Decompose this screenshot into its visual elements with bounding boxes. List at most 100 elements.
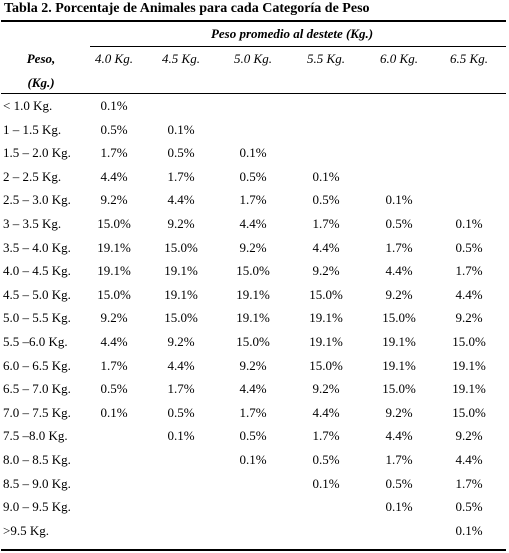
- row-label: 8.0 – 8.5 Kg.: [3, 452, 71, 467]
- row-label: 9.0 – 9.5 Kg.: [3, 499, 71, 515]
- table-cell: 15.0%: [236, 334, 270, 349]
- table-cell: 9.2%: [239, 357, 267, 373]
- row-label: 2.5 – 3.0 Kg.: [3, 192, 71, 208]
- table-cell: 0.1%: [100, 98, 128, 113]
- table-cell: 15.0%: [97, 286, 131, 302]
- table-row: 6.0 – 6.5 Kg. 1.7% 4.4% 9.2% 15.0% 19.1% 19.1%: [0, 355, 509, 379]
- table-cell: 0.1%: [239, 145, 267, 161]
- table-cell: 0.1%: [385, 192, 413, 208]
- table-cell: 0.1%: [167, 121, 195, 137]
- table-cell: 0.5%: [239, 428, 267, 444]
- table-cell: 0.1%: [455, 522, 483, 538]
- table-cell: 1.7%: [239, 192, 267, 208]
- table-cell: 0.1%: [239, 452, 267, 467]
- row-label: 3 – 3.5 Kg.: [3, 216, 62, 231]
- bottom-rule: [1, 549, 506, 551]
- table-cell: 0.5%: [100, 121, 128, 137]
- table-cell: 1.7%: [455, 475, 483, 491]
- column-header: 5.0 Kg.: [234, 51, 272, 66]
- table-cell: 9.2%: [239, 239, 267, 255]
- table-cell: 1.7%: [385, 452, 413, 467]
- table-cell: 1.7%: [312, 216, 340, 231]
- table-cell: 9.2%: [385, 404, 413, 420]
- table-cell: 4.4%: [100, 168, 128, 184]
- table-cell: 9.2%: [385, 286, 413, 302]
- row-label: 6.0 – 6.5 Kg.: [3, 357, 71, 373]
- row-label: 4.5 – 5.0 Kg.: [3, 286, 71, 302]
- table-cell: 4.4%: [385, 428, 413, 444]
- table-cell: 0.5%: [385, 475, 413, 491]
- table-cell: 15.0%: [452, 334, 486, 349]
- table-row: 2 – 2.5 Kg. 4.4% 1.7% 0.5% 0.1%: [0, 166, 509, 190]
- table-cell: 0.1%: [455, 216, 483, 231]
- table-cell: 0.5%: [385, 216, 413, 231]
- row-label: 7.5 –8.0 Kg.: [3, 428, 68, 444]
- table-cell: 4.4%: [312, 239, 340, 255]
- table-row: 9.0 – 9.5 Kg. 0.1% 0.5%: [0, 496, 509, 520]
- row-label: 1 – 1.5 Kg.: [3, 121, 62, 137]
- table-row: 6.5 – 7.0 Kg. 0.5% 1.7% 4.4% 9.2% 15.0% 19.1%: [0, 378, 509, 402]
- table-cell: 1.7%: [239, 404, 267, 420]
- table-cell: 0.5%: [100, 381, 128, 397]
- table-cell: 19.1%: [164, 286, 198, 302]
- table-cell: 19.1%: [452, 381, 486, 397]
- table-cell: 15.0%: [382, 310, 416, 326]
- table-row: 4.0 – 4.5 Kg. 19.1% 19.1% 15.0% 9.2% 4.4% 1.7%: [0, 260, 509, 284]
- table-cell: 19.1%: [236, 286, 270, 302]
- row-label: 7.0 – 7.5 Kg.: [3, 404, 71, 420]
- row-label: 5.5 –6.0 Kg.: [3, 334, 68, 349]
- column-header: 5.5 Kg.: [307, 51, 345, 66]
- table-cell: 0.5%: [167, 404, 195, 420]
- table-row: 8.0 – 8.5 Kg. 0.1% 0.5% 1.7% 4.4%: [0, 449, 509, 473]
- table-row: >9.5 Kg. 0.1%: [0, 520, 509, 544]
- table-cell: 15.0%: [309, 286, 343, 302]
- table-cell: 19.1%: [236, 310, 270, 326]
- table-cell: 1.7%: [100, 145, 128, 161]
- table-cell: 9.2%: [167, 334, 195, 349]
- span-header: Peso promedio al destete (Kg.): [210, 26, 374, 41]
- row-label: 8.5 – 9.0 Kg.: [3, 475, 71, 491]
- table-row: 2.5 – 3.0 Kg. 9.2% 4.4% 1.7% 0.5% 0.1%: [0, 189, 509, 213]
- table-cell: 4.4%: [167, 357, 195, 373]
- row-label: < 1.0 Kg.: [3, 98, 53, 113]
- table-cell: 15.0%: [452, 404, 486, 420]
- row-label: 6.5 – 7.0 Kg.: [3, 381, 71, 397]
- table-cell: 19.1%: [452, 357, 486, 373]
- table-cell: 4.4%: [239, 216, 267, 231]
- table-cell: 0.5%: [455, 499, 483, 515]
- table-cell: 19.1%: [97, 239, 131, 255]
- table-cell: 1.7%: [167, 381, 195, 397]
- table-cell: 0.1%: [385, 499, 413, 515]
- table-cell: 4.4%: [455, 452, 483, 467]
- table-cell: 0.5%: [239, 168, 267, 184]
- table-cell: 0.5%: [312, 192, 340, 208]
- table-cell: 1.7%: [455, 263, 483, 279]
- row-label: 4.0 – 4.5 Kg.: [3, 263, 71, 279]
- table-cell: 9.2%: [100, 310, 128, 326]
- table-cell: 4.4%: [239, 381, 267, 397]
- table-cell: 0.5%: [455, 239, 483, 255]
- table-cell: 9.2%: [455, 428, 483, 444]
- column-header: 6.0 Kg.: [380, 51, 418, 66]
- table-row: 5.0 – 5.5 Kg. 9.2% 15.0% 19.1% 19.1% 15.0% 9.2…: [0, 307, 509, 331]
- table-cell: 1.7%: [167, 168, 195, 184]
- table-cell: 9.2%: [312, 381, 340, 397]
- header-rule: [1, 93, 506, 94]
- top-rule: [1, 20, 506, 22]
- table-row: 7.5 –8.0 Kg. 0.1% 0.5% 1.7% 4.4% 9.2%: [0, 425, 509, 449]
- table-cell: 4.4%: [167, 192, 195, 208]
- table-cell: 19.1%: [309, 334, 343, 349]
- row-label: 5.0 – 5.5 Kg.: [3, 310, 71, 326]
- table-cell: 0.1%: [312, 475, 340, 491]
- row-header-line2: (Kg.): [27, 75, 55, 90]
- table-row: < 1.0 Kg. 0.1%: [0, 95, 509, 119]
- row-label: >9.5 Kg.: [3, 522, 49, 538]
- row-header-line1: Peso,: [26, 51, 56, 66]
- row-label: 2 – 2.5 Kg.: [3, 168, 62, 184]
- table-cell: 19.1%: [164, 263, 198, 279]
- table-cell: 15.0%: [164, 239, 198, 255]
- table-row: 3 – 3.5 Kg. 15.0% 9.2% 4.4% 1.7% 0.5% 0.1%: [0, 213, 509, 237]
- table-cell: 15.0%: [309, 357, 343, 373]
- table-cell: 19.1%: [97, 263, 131, 279]
- table-cell: 4.4%: [312, 404, 340, 420]
